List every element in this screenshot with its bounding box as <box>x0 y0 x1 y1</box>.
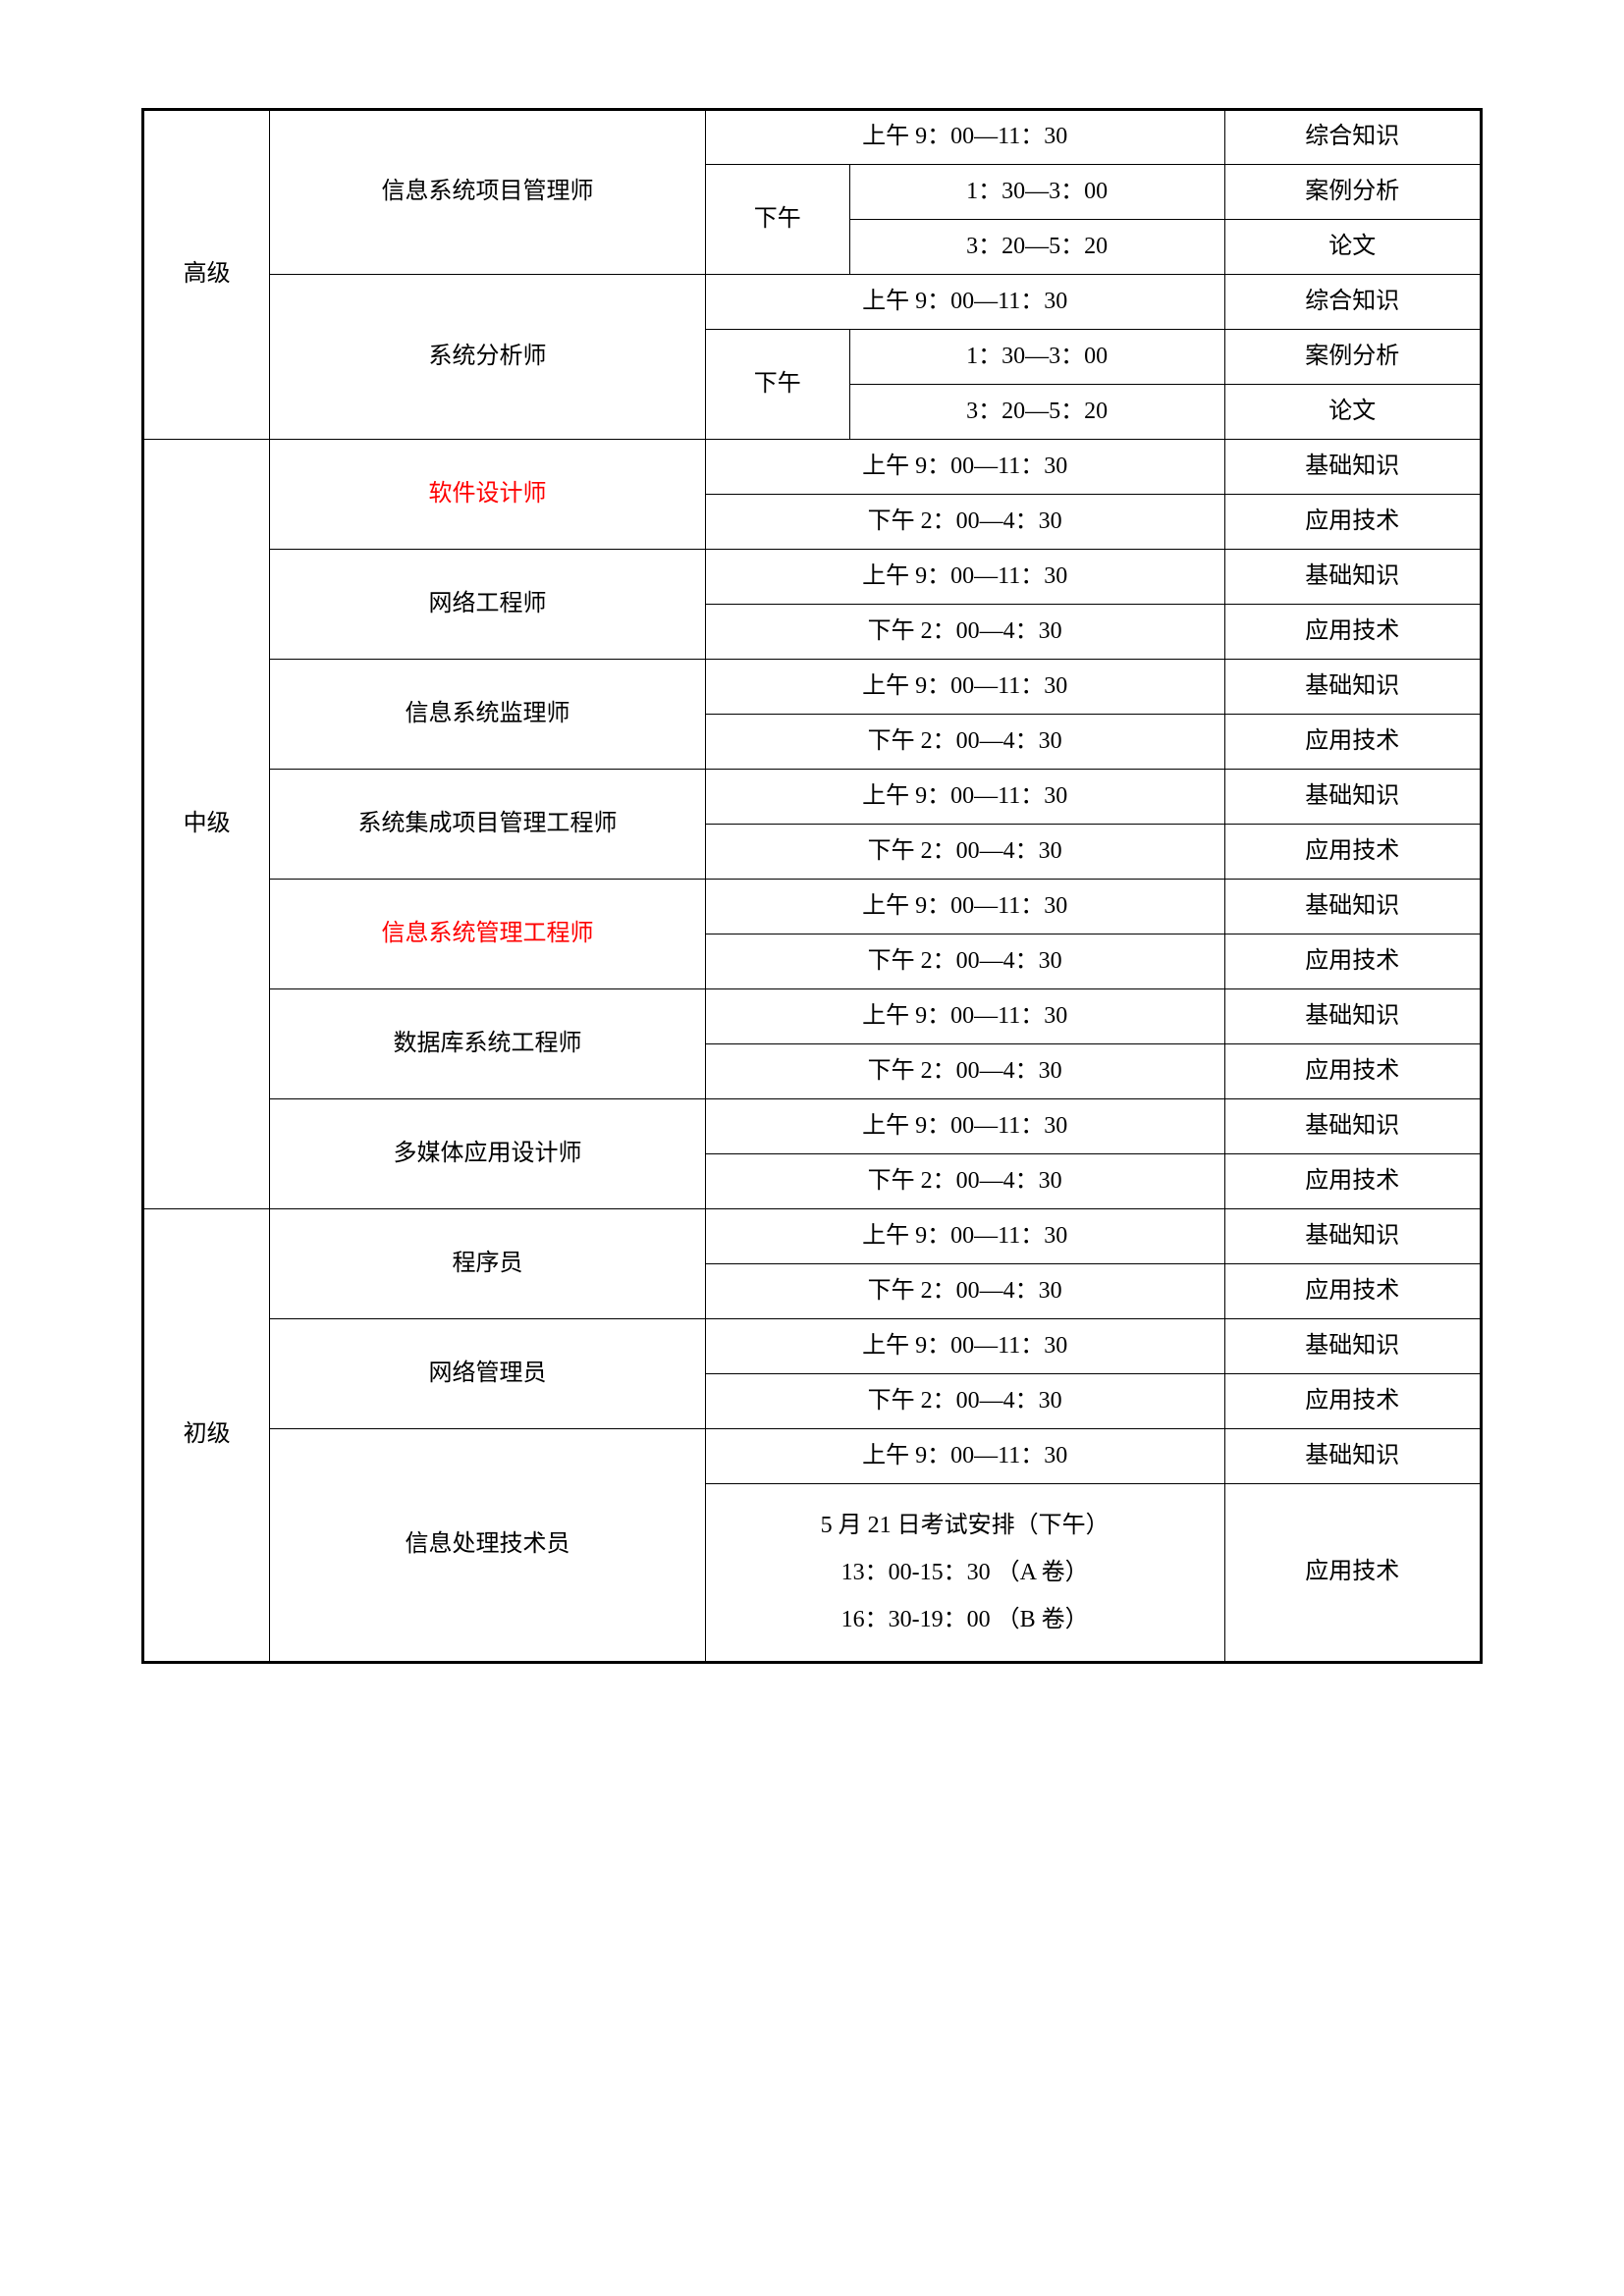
exam-schedule-table: 高级 信息系统项目管理师 上午 9：00—11：30 综合知识 下午 1：30—… <box>141 108 1483 1664</box>
time-morning: 上午 9：00—11：30 <box>705 1429 1224 1484</box>
subject-basic: 基础知识 <box>1224 660 1481 715</box>
special-schedule: 5 月 21 日考试安排（下午） 13：00-15：30 （A 卷） 16：30… <box>705 1484 1224 1663</box>
time-pm1: 1：30—3：00 <box>849 330 1224 385</box>
position-mid2: 网络工程师 <box>270 550 706 660</box>
subject-applied: 应用技术 <box>1224 934 1481 989</box>
time-pm2: 3：20—5：20 <box>849 220 1224 275</box>
time-afternoon: 下午 2：00—4：30 <box>705 1044 1224 1099</box>
subject-applied: 应用技术 <box>1224 1484 1481 1663</box>
document-page: 高级 信息系统项目管理师 上午 9：00—11：30 综合知识 下午 1：30—… <box>0 0 1624 1782</box>
special-line1: 5 月 21 日考试安排（下午） <box>710 1502 1220 1549</box>
subject-applied: 应用技术 <box>1224 1264 1481 1319</box>
special-line3: 16：30-19：00 （B 卷） <box>710 1596 1220 1643</box>
subject-case: 案例分析 <box>1224 165 1481 220</box>
time-morning: 上午 9：00—11：30 <box>705 550 1224 605</box>
subject-comprehensive: 综合知识 <box>1224 110 1481 165</box>
position-mid4: 系统集成项目管理工程师 <box>270 770 706 880</box>
level-high: 高级 <box>143 110 270 440</box>
subject-thesis: 论文 <box>1224 220 1481 275</box>
time-afternoon: 下午 2：00—4：30 <box>705 934 1224 989</box>
time-morning: 上午 9：00—11：30 <box>705 1319 1224 1374</box>
subject-applied: 应用技术 <box>1224 495 1481 550</box>
position-low2: 网络管理员 <box>270 1319 706 1429</box>
time-morning: 上午 9：00—11：30 <box>705 989 1224 1044</box>
time-morning: 上午 9：00—11：30 <box>705 1209 1224 1264</box>
subject-basic: 基础知识 <box>1224 1429 1481 1484</box>
time-morning: 上午 9：00—11：30 <box>705 660 1224 715</box>
position-high1: 信息系统项目管理师 <box>270 110 706 275</box>
time-morning: 上午 9：00—11：30 <box>705 440 1224 495</box>
subject-applied: 应用技术 <box>1224 825 1481 880</box>
position-mid7: 多媒体应用设计师 <box>270 1099 706 1209</box>
time-afternoon: 下午 2：00—4：30 <box>705 1264 1224 1319</box>
afternoon-label: 下午 <box>705 330 849 440</box>
subject-basic: 基础知识 <box>1224 1319 1481 1374</box>
time-afternoon: 下午 2：00—4：30 <box>705 1374 1224 1429</box>
time-morning: 上午 9：00—11：30 <box>705 880 1224 934</box>
time-pm2: 3：20—5：20 <box>849 385 1224 440</box>
time-morning: 上午 9：00—11：30 <box>705 1099 1224 1154</box>
time-afternoon: 下午 2：00—4：30 <box>705 715 1224 770</box>
subject-basic: 基础知识 <box>1224 989 1481 1044</box>
subject-basic: 基础知识 <box>1224 880 1481 934</box>
subject-comprehensive: 综合知识 <box>1224 275 1481 330</box>
time-afternoon: 下午 2：00—4：30 <box>705 495 1224 550</box>
subject-applied: 应用技术 <box>1224 605 1481 660</box>
position-mid1: 软件设计师 <box>270 440 706 550</box>
position-mid5: 信息系统管理工程师 <box>270 880 706 989</box>
time-morning: 上午 9：00—11：30 <box>705 275 1224 330</box>
subject-basic: 基础知识 <box>1224 1209 1481 1264</box>
subject-applied: 应用技术 <box>1224 715 1481 770</box>
special-line2: 13：00-15：30 （A 卷） <box>710 1549 1220 1596</box>
time-pm1: 1：30—3：00 <box>849 165 1224 220</box>
subject-basic: 基础知识 <box>1224 440 1481 495</box>
level-mid: 中级 <box>143 440 270 1209</box>
level-low: 初级 <box>143 1209 270 1663</box>
time-afternoon: 下午 2：00—4：30 <box>705 1154 1224 1209</box>
time-afternoon: 下午 2：00—4：30 <box>705 825 1224 880</box>
subject-applied: 应用技术 <box>1224 1154 1481 1209</box>
subject-applied: 应用技术 <box>1224 1374 1481 1429</box>
subject-case: 案例分析 <box>1224 330 1481 385</box>
position-low3: 信息处理技术员 <box>270 1429 706 1663</box>
subject-basic: 基础知识 <box>1224 550 1481 605</box>
subject-thesis: 论文 <box>1224 385 1481 440</box>
time-afternoon: 下午 2：00—4：30 <box>705 605 1224 660</box>
position-mid3: 信息系统监理师 <box>270 660 706 770</box>
subject-basic: 基础知识 <box>1224 770 1481 825</box>
time-morning: 上午 9：00—11：30 <box>705 110 1224 165</box>
afternoon-label: 下午 <box>705 165 849 275</box>
position-mid6: 数据库系统工程师 <box>270 989 706 1099</box>
position-low1: 程序员 <box>270 1209 706 1319</box>
time-morning: 上午 9：00—11：30 <box>705 770 1224 825</box>
subject-applied: 应用技术 <box>1224 1044 1481 1099</box>
position-high2: 系统分析师 <box>270 275 706 440</box>
subject-basic: 基础知识 <box>1224 1099 1481 1154</box>
